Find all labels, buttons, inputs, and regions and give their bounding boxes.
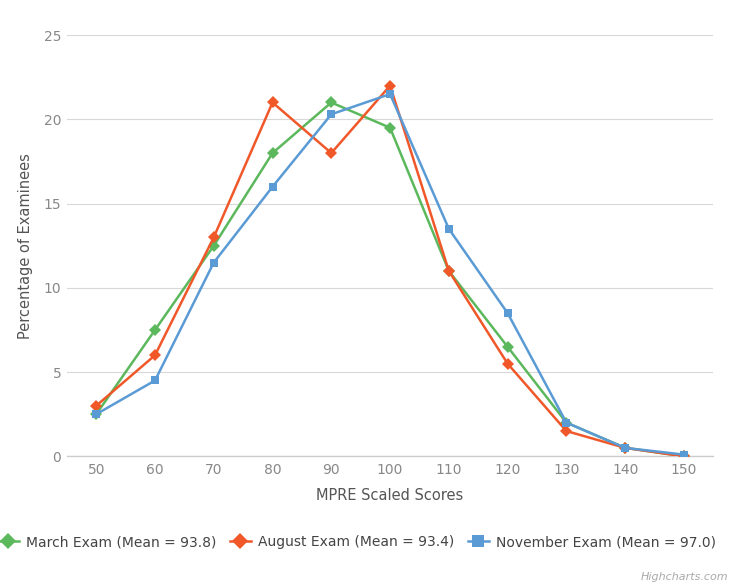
November Exam (Mean = 97.0) — [620, 445, 629, 452]
March Exam (Mean = 93.8) — [92, 411, 101, 418]
March Exam (Mean = 93.8) — [444, 267, 453, 274]
August Exam (Mean = 93.4) — [562, 428, 571, 435]
November Exam (Mean = 97.0) — [503, 309, 512, 316]
August Exam (Mean = 93.4) — [92, 402, 101, 409]
March Exam (Mean = 93.8) — [327, 99, 336, 106]
Text: Highcharts.com: Highcharts.com — [640, 572, 728, 582]
March Exam (Mean = 93.8) — [562, 419, 571, 426]
March Exam (Mean = 93.8) — [268, 150, 277, 157]
November Exam (Mean = 97.0) — [268, 183, 277, 190]
November Exam (Mean = 97.0) — [444, 225, 453, 232]
August Exam (Mean = 93.4) — [268, 99, 277, 106]
Line: August Exam (Mean = 93.4): August Exam (Mean = 93.4) — [92, 81, 688, 460]
March Exam (Mean = 93.8) — [386, 124, 395, 131]
November Exam (Mean = 97.0) — [327, 111, 336, 118]
August Exam (Mean = 93.4) — [444, 267, 453, 274]
Y-axis label: Percentage of Examinees: Percentage of Examinees — [18, 153, 33, 339]
March Exam (Mean = 93.8) — [503, 343, 512, 350]
November Exam (Mean = 97.0) — [679, 451, 688, 458]
August Exam (Mean = 93.4) — [679, 453, 688, 460]
November Exam (Mean = 97.0) — [151, 377, 160, 384]
March Exam (Mean = 93.8) — [210, 242, 218, 249]
November Exam (Mean = 97.0) — [92, 411, 101, 418]
March Exam (Mean = 93.8) — [620, 445, 629, 452]
August Exam (Mean = 93.4) — [151, 352, 160, 359]
August Exam (Mean = 93.4) — [327, 150, 336, 157]
August Exam (Mean = 93.4) — [386, 82, 395, 89]
August Exam (Mean = 93.4) — [210, 234, 218, 241]
X-axis label: MPRE Scaled Scores: MPRE Scaled Scores — [317, 488, 464, 503]
August Exam (Mean = 93.4) — [620, 445, 629, 452]
November Exam (Mean = 97.0) — [386, 91, 395, 98]
Legend: March Exam (Mean = 93.8), August Exam (Mean = 93.4), November Exam (Mean = 97.0): March Exam (Mean = 93.8), August Exam (M… — [0, 529, 721, 555]
Line: March Exam (Mean = 93.8): March Exam (Mean = 93.8) — [92, 98, 688, 460]
March Exam (Mean = 93.8) — [151, 326, 160, 333]
November Exam (Mean = 97.0) — [562, 419, 571, 426]
November Exam (Mean = 97.0) — [210, 259, 218, 266]
August Exam (Mean = 93.4) — [503, 360, 512, 367]
Line: November Exam (Mean = 97.0): November Exam (Mean = 97.0) — [92, 90, 688, 459]
March Exam (Mean = 93.8) — [679, 453, 688, 460]
